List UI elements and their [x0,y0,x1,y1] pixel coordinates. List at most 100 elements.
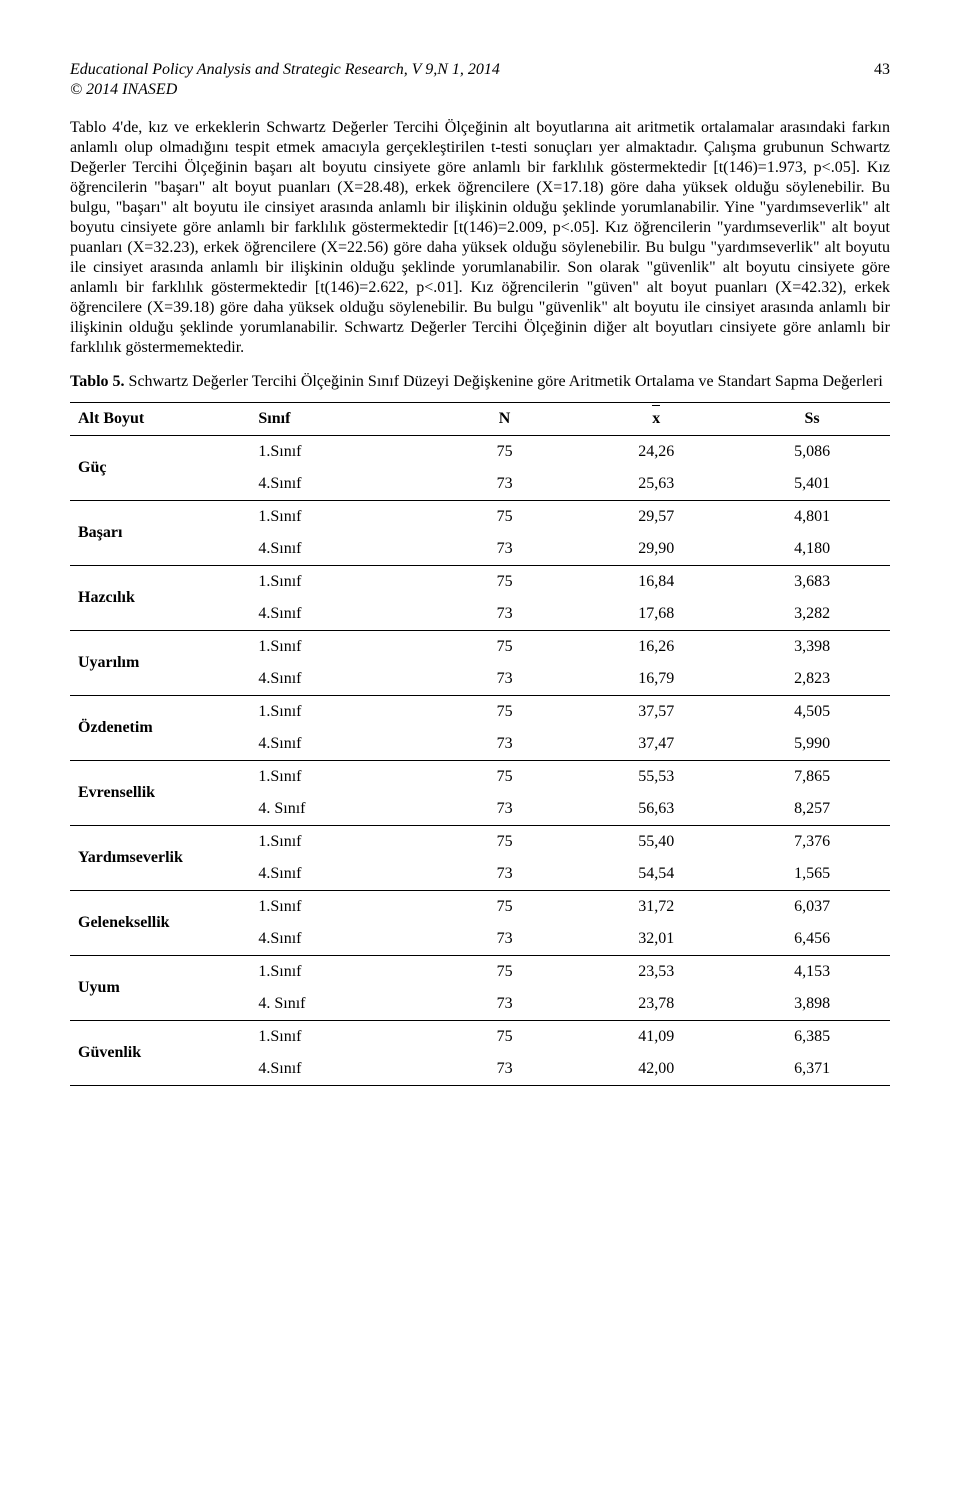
cell: 6,037 [734,891,890,924]
cell: 1.Sınıf [250,761,430,794]
cell: 73 [431,858,579,891]
cell: 23,78 [578,988,734,1021]
col-n: N [431,403,579,436]
cell: 1.Sınıf [250,501,430,534]
cell: 75 [431,1021,579,1054]
group-label: Uyum [70,956,250,1021]
cell: 75 [431,891,579,924]
cell: 6,371 [734,1053,890,1086]
cell: 16,79 [578,663,734,696]
cell: 75 [431,436,579,469]
table-body: Güç1.Sınıf7524,265,0864.Sınıf7325,635,40… [70,436,890,1086]
journal-title: Educational Policy Analysis and Strategi… [70,60,500,80]
cell: 75 [431,826,579,859]
cell: 55,40 [578,826,734,859]
cell: 1.Sınıf [250,631,430,664]
cell: 32,01 [578,923,734,956]
cell: 1,565 [734,858,890,891]
group-label: Yardımseverlik [70,826,250,891]
cell: 29,90 [578,533,734,566]
group-label: Evrensellik [70,761,250,826]
table-row: Özdenetim1.Sınıf7537,574,505 [70,696,890,729]
group-label: Uyarılım [70,631,250,696]
page-number: 43 [874,60,890,80]
cell: 2,823 [734,663,890,696]
cell: 1.Sınıf [250,956,430,989]
cell: 4.Sınıf [250,1053,430,1086]
cell: 1.Sınıf [250,696,430,729]
cell: 3,282 [734,598,890,631]
group-label: Hazcılık [70,566,250,631]
cell: 3,683 [734,566,890,599]
group-label: Özdenetim [70,696,250,761]
cell: 42,00 [578,1053,734,1086]
cell: 73 [431,1053,579,1086]
body-paragraph: Tablo 4'de, kız ve erkeklerin Schwartz D… [70,118,890,358]
cell: 4,505 [734,696,890,729]
cell: 29,57 [578,501,734,534]
cell: 1.Sınıf [250,436,430,469]
table-row: Evrensellik1.Sınıf7555,537,865 [70,761,890,794]
cell: 75 [431,956,579,989]
table-row: Güç1.Sınıf7524,265,086 [70,436,890,469]
cell: 5,990 [734,728,890,761]
cell: 75 [431,501,579,534]
cell: 41,09 [578,1021,734,1054]
cell: 1.Sınıf [250,1021,430,1054]
cell: 73 [431,663,579,696]
cell: 4.Sınıf [250,598,430,631]
cell: 4. Sınıf [250,988,430,1021]
table-row: Yardımseverlik1.Sınıf7555,407,376 [70,826,890,859]
col-ss: Ss [734,403,890,436]
table-caption-text: Schwartz Değerler Tercihi Ölçeğinin Sını… [125,373,883,390]
cell: 4. Sınıf [250,793,430,826]
cell: 3,398 [734,631,890,664]
cell: 16,26 [578,631,734,664]
cell: 17,68 [578,598,734,631]
group-label: Başarı [70,501,250,566]
cell: 73 [431,988,579,1021]
cell: 7,865 [734,761,890,794]
table-header-row: Alt Boyut Sınıf N x Ss [70,403,890,436]
cell: 4.Sınıf [250,858,430,891]
cell: 4.Sınıf [250,923,430,956]
cell: 37,47 [578,728,734,761]
group-label: Güvenlik [70,1021,250,1086]
cell: 75 [431,566,579,599]
cell: 75 [431,696,579,729]
col-mean: x [578,403,734,436]
cell: 4.Sınıf [250,533,430,566]
cell: 1.Sınıf [250,826,430,859]
table-row: Hazcılık1.Sınıf7516,843,683 [70,566,890,599]
cell: 73 [431,468,579,501]
cell: 73 [431,728,579,761]
cell: 4,180 [734,533,890,566]
cell: 24,26 [578,436,734,469]
cell: 4,153 [734,956,890,989]
cell: 16,84 [578,566,734,599]
col-mean-label: x [652,410,660,427]
cell: 7,376 [734,826,890,859]
cell: 75 [431,631,579,664]
cell: 3,898 [734,988,890,1021]
cell: 5,401 [734,468,890,501]
cell: 4.Sınıf [250,468,430,501]
copyright-line: © 2014 INASED [70,80,500,100]
cell: 4.Sınıf [250,728,430,761]
table-caption: Tablo 5. Schwartz Değerler Tercihi Ölçeğ… [70,372,890,392]
cell: 5,086 [734,436,890,469]
cell: 73 [431,923,579,956]
group-label: Güç [70,436,250,501]
cell: 73 [431,533,579,566]
cell: 1.Sınıf [250,891,430,924]
header-left: Educational Policy Analysis and Strategi… [70,60,500,100]
cell: 6,385 [734,1021,890,1054]
table-row: Geleneksellik1.Sınıf7531,726,037 [70,891,890,924]
col-alt-boyut: Alt Boyut [70,403,250,436]
cell: 75 [431,761,579,794]
cell: 8,257 [734,793,890,826]
table-row: Uyum1.Sınıf7523,534,153 [70,956,890,989]
cell: 6,456 [734,923,890,956]
cell: 4.Sınıf [250,663,430,696]
col-sinif: Sınıf [250,403,430,436]
